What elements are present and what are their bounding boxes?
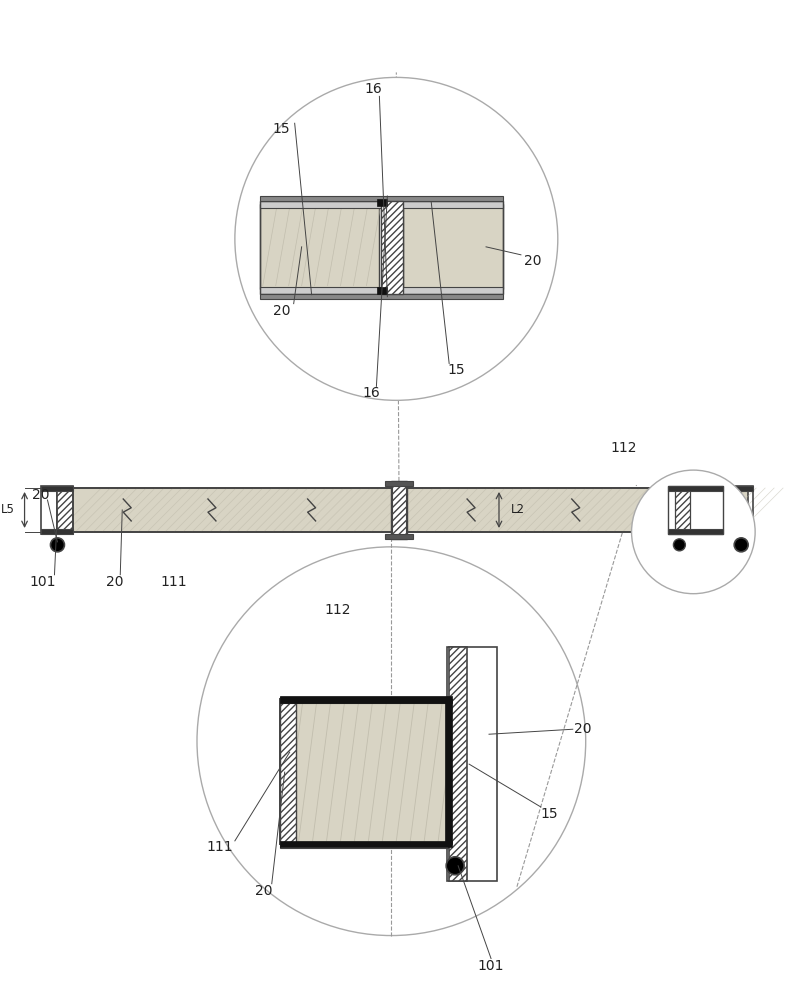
Text: 15: 15: [540, 807, 558, 821]
Bar: [280, 699, 449, 844]
Text: 111: 111: [207, 840, 233, 854]
Text: 20: 20: [524, 254, 542, 268]
Bar: [721, 529, 753, 534]
Bar: [41, 529, 73, 534]
Bar: [41, 486, 73, 491]
Text: 16: 16: [362, 386, 381, 400]
Text: L2: L2: [511, 503, 525, 516]
Bar: [377, 287, 387, 294]
Bar: [721, 486, 753, 534]
Circle shape: [235, 77, 558, 400]
Bar: [260, 201, 503, 208]
Bar: [447, 647, 497, 881]
Bar: [385, 534, 413, 539]
Bar: [260, 294, 503, 299]
Bar: [280, 841, 452, 847]
Text: 16: 16: [365, 82, 382, 96]
Text: 101: 101: [30, 575, 56, 589]
Bar: [57, 488, 749, 532]
Text: 20: 20: [105, 575, 123, 589]
Bar: [669, 486, 723, 491]
Text: 111: 111: [160, 575, 188, 589]
Bar: [403, 204, 503, 289]
Bar: [385, 481, 413, 486]
Circle shape: [197, 547, 586, 936]
Text: 20: 20: [32, 488, 49, 502]
Bar: [260, 287, 503, 294]
Bar: [725, 488, 741, 532]
Bar: [445, 699, 452, 844]
Bar: [280, 696, 452, 703]
Text: 112: 112: [610, 441, 637, 455]
Bar: [393, 483, 406, 537]
Bar: [381, 201, 403, 294]
Bar: [675, 488, 690, 532]
Bar: [280, 699, 449, 844]
Bar: [57, 488, 73, 532]
Text: L5: L5: [1, 503, 14, 516]
Text: 20: 20: [273, 304, 290, 318]
Circle shape: [631, 470, 755, 594]
Circle shape: [446, 857, 464, 875]
Bar: [260, 204, 379, 289]
Bar: [721, 486, 753, 491]
Bar: [669, 529, 723, 534]
Bar: [260, 196, 503, 201]
Text: 15: 15: [273, 122, 290, 136]
Bar: [41, 486, 73, 534]
Bar: [669, 486, 723, 534]
Circle shape: [674, 539, 685, 551]
Circle shape: [50, 538, 65, 552]
Text: 20: 20: [574, 722, 591, 736]
Bar: [377, 199, 387, 206]
Circle shape: [734, 538, 749, 552]
Bar: [280, 697, 454, 703]
Bar: [260, 201, 503, 294]
Text: 20: 20: [255, 884, 273, 898]
Text: 112: 112: [324, 603, 351, 617]
Text: 101: 101: [478, 959, 504, 973]
Bar: [280, 699, 296, 844]
Bar: [449, 647, 467, 881]
Bar: [280, 842, 454, 848]
Text: 15: 15: [448, 363, 465, 377]
Bar: [391, 481, 407, 539]
